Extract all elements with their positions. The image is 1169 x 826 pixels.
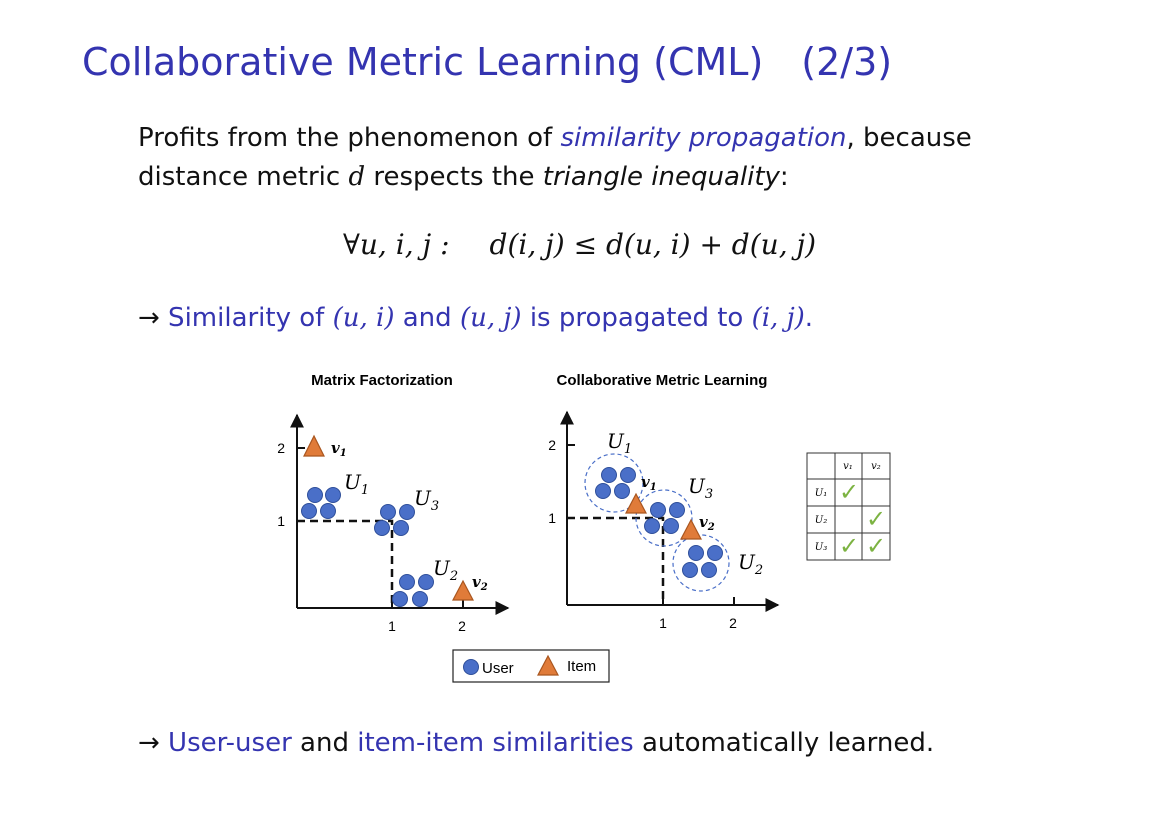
intro-highlight: similarity propagation [560,123,847,153]
right-item-v2 [680,518,702,540]
right-xtick-1: 1 [659,615,667,631]
bullet1-t4: . [804,303,814,333]
bullet1-t1: Similarity of [159,303,333,333]
title-text: Collaborative Metric Learning (CML) [82,40,764,84]
right-ytick-1: 1 [548,510,556,526]
left-ytick-1: 1 [277,513,285,529]
left-labels: v1 U1 U3 U2 v2 [331,439,488,593]
table-col-v1: v₁ [843,461,853,472]
legend-item-icon [537,654,559,676]
left-item-v2 [452,579,474,601]
right-user-cluster-u1 [595,467,636,499]
legend: User Item [452,649,610,683]
right-item-v1 [625,492,647,514]
left-label-u2: U2 [433,556,458,584]
left-label-u1: U1 [344,470,369,498]
table-col-v2: v₂ [871,461,881,472]
bullet1-t2: and [394,303,460,333]
legend-item-label: Item [567,658,596,675]
legend-user-label: User [482,660,514,677]
formula-inequality: d(i, j) ≤ d(u, i) + d(u, j) [489,228,817,261]
intro-part2: , because [846,123,972,153]
bullet2-arrow: → [138,728,160,758]
left-points [301,434,474,607]
right-label-v1: v1 [641,473,657,493]
right-cluster-circles [584,453,730,592]
bullet1-t3: is propagated to [521,303,752,333]
bullet-learned: → User-user and item-item similarities a… [138,728,934,758]
right-points [595,467,723,578]
check-u1-v1-icon: ✓ [839,478,859,506]
check-u2-v2-icon: ✓ [866,505,886,533]
bullet2-h1: User-user [159,728,292,758]
right-user-cluster-u2 [682,545,723,578]
right-xtick-2: 2 [729,615,737,631]
intro-var-d: d [348,162,366,192]
intro-part1: Profits from the phenomenon of [138,123,561,153]
intro-italic: triangle inequality [542,162,780,192]
right-ytick-2: 2 [548,437,556,453]
bullet2-h2: item-item similarities [357,728,634,758]
cluster-circle-u3 [635,489,693,547]
left-item-v1 [303,434,325,457]
right-label-u2: U2 [738,550,763,578]
right-panel-title: Collaborative Metric Learning [557,372,768,389]
bullet-propagation: → Similarity of (u, i) and (u, j) is pro… [138,303,813,333]
legend-user-icon [463,659,479,675]
intro-part3: distance metric [138,162,349,192]
formula-quantifier: ∀u, i, j : [343,228,450,261]
bullet1-arrow: → [138,303,160,333]
left-xtick-2: 2 [458,618,466,634]
left-user-cluster-u1 [301,487,341,519]
right-label-u3: U3 [688,474,713,502]
bullet2-t1: and [291,728,358,758]
triangle-inequality-formula: ∀u, i, j : d(i, j) ≤ d(u, i) + d(u, j) [343,228,816,261]
bullet1-m1: (u, i) [332,303,395,333]
bullet1-m2: (u, j) [459,303,522,333]
check-u3-v2-icon: ✓ [866,532,886,560]
bullet2-t2: automatically learned. [633,728,935,758]
right-label-u1: U1 [607,429,632,457]
right-user-cluster-u3 [644,502,685,534]
left-label-u3: U3 [414,486,439,514]
left-label-v2: v2 [472,573,488,593]
left-dashed-guide [297,519,394,608]
left-axes: 2 1 1 2 [277,413,510,634]
left-user-cluster-u3 [374,504,415,536]
table-row-u3: U₃ [815,542,827,553]
left-xtick-1: 1 [388,618,396,634]
left-ytick-2: 2 [277,440,285,456]
intro-part4: respects the [365,162,543,192]
right-dashed-guide [567,516,665,605]
check-u3-v1-icon: ✓ [839,532,859,560]
bullet1-m3: (i, j) [751,303,805,333]
intro-paragraph: Profits from the phenomenon of similarit… [138,119,1038,197]
left-panel-title: Matrix Factorization [311,372,453,389]
relevance-table: v₁ v₂ U₁ U₂ U₃ ✓ ✓ ✓ ✓ [806,452,891,561]
right-labels: U1 v1 U3 v2 U2 [607,429,763,578]
right-label-v2: v2 [699,513,715,533]
slide-title: Collaborative Metric Learning (CML) (2/3) [82,40,892,84]
table-row-u2: U₂ [815,515,827,526]
table-row-u1: U₁ [815,488,827,499]
intro-part5: : [779,162,789,192]
left-label-v1: v1 [331,439,347,459]
page-counter: (2/3) [801,40,893,84]
right-axes: 2 1 1 2 [548,410,780,631]
left-user-cluster-u2 [392,574,434,607]
cluster-circle-u2 [672,534,730,592]
cluster-circle-u1 [584,453,644,513]
